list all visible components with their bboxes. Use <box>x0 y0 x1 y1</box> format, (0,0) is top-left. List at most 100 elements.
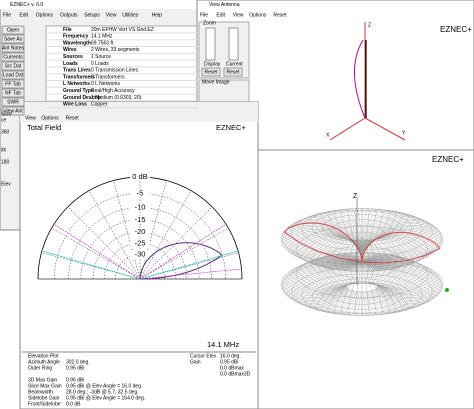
wire-meridian <box>340 209 363 284</box>
wire-meridian <box>280 227 363 297</box>
menu-item[interactable]: Options <box>36 12 54 18</box>
ring-label: -25 <box>135 238 146 247</box>
info-label: Elevation Plot <box>28 353 59 359</box>
side-button-label[interactable]: FF Tab <box>5 81 21 87</box>
row-value: 0 Loads <box>91 61 109 67</box>
behind-label: 360 <box>1 129 10 135</box>
wire-meridian <box>304 214 363 287</box>
info-value: 0.95 dBi <box>66 377 84 383</box>
wire-meridian <box>361 224 443 294</box>
ring-label-bg <box>130 228 150 237</box>
toggle-label[interactable]: Display <box>204 61 221 67</box>
side-button-label[interactable]: Load Dat <box>3 72 24 78</box>
menu-item[interactable]: Utilities <box>122 12 139 18</box>
radial <box>139 190 192 280</box>
side-button-label[interactable]: Src Dat <box>5 63 22 69</box>
cursor-line <box>139 268 242 280</box>
pattern-lobe <box>139 242 223 280</box>
x-axis <box>329 117 366 141</box>
axis-label: Z <box>368 22 371 28</box>
info-value: 0.95 dBi @ Elev Angle = 16.0 deg. <box>66 383 142 389</box>
side-button-label[interactable]: Open <box>7 27 19 33</box>
side-button-label[interactable]: Save As <box>4 36 23 42</box>
zoom-slider[interactable] <box>205 27 216 61</box>
menu-item[interactable]: View <box>233 12 244 18</box>
side-button[interactable] <box>1 88 25 98</box>
info-label: Beamwidth <box>28 389 53 395</box>
antenna-brand: EZNEC+ <box>440 25 472 34</box>
side-button-label[interactable]: NF Tab <box>5 90 21 96</box>
info-label: Cursor Elev <box>190 353 217 359</box>
side-button[interactable] <box>1 97 25 107</box>
reset-button[interactable] <box>201 67 221 77</box>
menu-item[interactable]: Edit <box>216 12 225 18</box>
cursor-line <box>41 250 141 280</box>
wire-meridian <box>280 226 363 295</box>
wire-meridian <box>291 218 363 290</box>
row-label: Loads <box>63 61 78 67</box>
menu-item[interactable]: File <box>200 12 208 18</box>
menu-item[interactable]: Options <box>41 115 59 121</box>
side-button[interactable] <box>1 34 25 44</box>
menu-item[interactable]: Reset <box>66 115 80 121</box>
reset-button[interactable] <box>223 67 243 77</box>
menu-item[interactable]: File <box>3 12 11 18</box>
plot-brand: EZNEC+ <box>216 123 246 132</box>
side-button[interactable] <box>1 106 25 116</box>
side-button-label[interactable]: View Ant <box>3 108 23 114</box>
cursor-line <box>139 223 227 280</box>
row-value: 69.7563 ft <box>91 40 114 46</box>
info-label: Sidelobe Gain <box>28 395 60 401</box>
behind-window <box>0 109 23 231</box>
menu-item[interactable]: Reset <box>273 12 287 18</box>
radial <box>113 180 141 280</box>
cursor-line <box>139 250 239 280</box>
menu-item[interactable]: Options <box>249 12 267 18</box>
wire-meridian <box>361 239 397 314</box>
toggle-label[interactable]: Current <box>226 61 243 67</box>
row-value: 1 Medium (0.0303, 20) <box>91 95 142 101</box>
menu-item[interactable]: Setups <box>84 12 100 18</box>
side-button[interactable] <box>1 61 25 71</box>
side-button[interactable] <box>1 43 25 53</box>
ring-label: -10 <box>135 203 146 212</box>
row-value: 0 L Networks <box>91 81 120 87</box>
row-value: 14.1 MHz <box>91 34 113 40</box>
wire-meridian <box>281 230 363 300</box>
zoom-label: Zoom <box>203 20 216 26</box>
ring-label: -30 <box>135 250 146 259</box>
radial <box>88 190 141 280</box>
zoom-slider[interactable] <box>228 27 239 61</box>
menu-item[interactable]: Edit <box>19 12 28 18</box>
menu-item[interactable]: Help <box>152 12 163 18</box>
reset-label[interactable]: Reset <box>226 69 240 75</box>
polar-plot <box>37 173 243 280</box>
ring-label: 0 dB <box>132 172 147 181</box>
side-button[interactable] <box>1 25 25 35</box>
row-label: Sources <box>63 54 83 60</box>
ring-label: -15 <box>135 215 146 224</box>
side-button-label[interactable]: Ant Notes <box>2 45 24 51</box>
row-label: Trans Lines <box>63 68 91 74</box>
side-button[interactable] <box>1 70 25 80</box>
radial <box>41 252 141 280</box>
wire-meridian <box>309 213 363 287</box>
menu-item[interactable]: View <box>25 115 36 121</box>
info-value: 0.95 dBi @ Elev Angle = 164.0 deg. <box>66 395 145 401</box>
info-value: 0.0 dBmax <box>220 365 244 371</box>
reset-label[interactable]: Reset <box>204 69 218 75</box>
row-label: File <box>63 27 72 33</box>
wire-meridian <box>361 210 397 285</box>
wire-meridian <box>294 217 363 289</box>
info-value: 0.95 dBi <box>220 359 238 365</box>
side-button[interactable] <box>1 79 25 89</box>
radial <box>139 206 213 280</box>
menu-item[interactable]: Outputs <box>60 12 78 18</box>
side-button-label[interactable]: SWR <box>7 99 19 105</box>
side-button[interactable] <box>1 52 25 62</box>
ring-label: -5 <box>137 188 144 197</box>
wire-meridian <box>333 209 363 285</box>
wire-meridian <box>361 223 442 293</box>
side-button-label[interactable]: Currents <box>3 54 23 60</box>
menu-item[interactable]: View <box>106 12 117 18</box>
